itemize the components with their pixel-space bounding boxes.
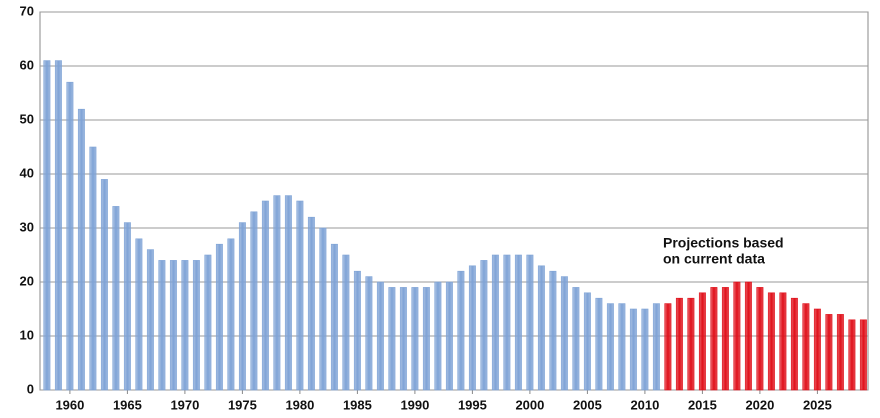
bar [836, 314, 844, 391]
bar [112, 206, 120, 391]
y-tick-label: 30 [20, 219, 34, 234]
bar [457, 270, 465, 391]
annotation: Projections based [663, 235, 784, 251]
y-tick-label: 40 [20, 165, 34, 180]
bar [698, 292, 706, 391]
bar [629, 308, 637, 391]
bar [411, 287, 419, 391]
bar [480, 260, 488, 391]
y-tick-label: 60 [20, 57, 34, 72]
bar [606, 303, 614, 391]
bar [595, 297, 603, 391]
bar [273, 195, 281, 391]
x-tick-label: 1980 [285, 397, 314, 412]
bar [227, 238, 235, 391]
bar [296, 200, 304, 391]
bar [215, 243, 223, 391]
bar [330, 243, 338, 391]
bar [514, 254, 522, 391]
bar [641, 308, 649, 391]
bar [675, 297, 683, 391]
bar [583, 292, 591, 391]
bar [710, 287, 718, 391]
bar [135, 238, 143, 391]
bar [66, 81, 74, 391]
bar [365, 276, 373, 391]
bar [813, 308, 821, 391]
bar [158, 260, 166, 391]
bar [261, 200, 269, 391]
bar [664, 303, 672, 391]
bar [652, 303, 660, 391]
bar [204, 254, 212, 391]
bar [146, 249, 154, 391]
bar [744, 281, 752, 391]
x-tick-label: 2000 [515, 397, 544, 412]
bar [468, 265, 476, 391]
bar [756, 287, 764, 391]
bar [560, 276, 568, 391]
bar [687, 297, 695, 391]
bar [43, 60, 51, 391]
bar [848, 319, 856, 391]
bar [77, 108, 85, 391]
bar [549, 270, 557, 391]
x-tick-label: 1975 [228, 397, 257, 412]
bar [825, 314, 833, 391]
bar [859, 319, 867, 391]
x-tick-label: 1995 [458, 397, 487, 412]
bar [307, 216, 315, 391]
bar [503, 254, 511, 391]
bar [572, 287, 580, 391]
bar [790, 297, 798, 391]
y-tick-label: 20 [20, 273, 34, 288]
bar [181, 260, 189, 391]
bar [388, 287, 396, 391]
bar [618, 303, 626, 391]
y-tick-label: 10 [20, 327, 34, 342]
x-tick-label: 2005 [573, 397, 602, 412]
x-tick-label: 1970 [170, 397, 199, 412]
bar [733, 281, 741, 391]
bar [537, 265, 545, 391]
bar [399, 287, 407, 391]
bar [491, 254, 499, 391]
bar [250, 211, 258, 391]
bar [434, 281, 442, 391]
bar [802, 303, 810, 391]
y-tick-label: 0 [27, 381, 34, 396]
bar [342, 254, 350, 391]
x-tick-label: 1985 [343, 397, 372, 412]
y-tick-label: 70 [20, 3, 34, 18]
x-tick-label: 2015 [688, 397, 717, 412]
bar [422, 287, 430, 391]
bar [779, 292, 787, 391]
bar [445, 281, 453, 391]
x-tick-label: 2020 [745, 397, 774, 412]
x-tick-label: 1965 [113, 397, 142, 412]
bar [238, 222, 246, 391]
bar [89, 146, 97, 391]
plot-frame [39, 11, 869, 391]
bar [192, 260, 200, 391]
x-tick-label: 2010 [630, 397, 659, 412]
bar [284, 195, 292, 391]
bar [169, 260, 177, 391]
bar [376, 281, 384, 391]
bar [319, 227, 327, 391]
x-tick-label: 1960 [55, 397, 84, 412]
bar [123, 222, 131, 391]
y-tick-label: 50 [20, 111, 34, 126]
bar [353, 270, 361, 391]
x-tick-label: 1990 [400, 397, 429, 412]
x-tick-label: 2025 [803, 397, 832, 412]
bar [54, 60, 62, 391]
bar [526, 254, 534, 391]
bar [767, 292, 775, 391]
bar [100, 179, 108, 391]
bar [721, 287, 729, 391]
annotation: on current data [663, 251, 765, 267]
